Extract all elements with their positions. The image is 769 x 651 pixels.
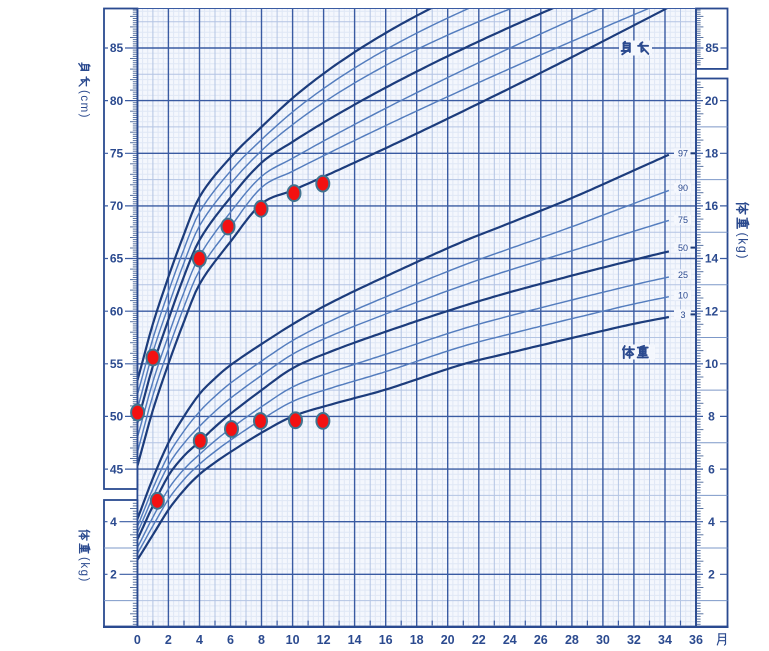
svg-text:2: 2 (110, 568, 117, 582)
svg-text:16: 16 (379, 633, 393, 647)
svg-text:60: 60 (110, 304, 124, 318)
svg-text:20: 20 (705, 94, 719, 108)
svg-text:24: 24 (503, 633, 517, 647)
svg-text:(kg): (kg) (78, 557, 90, 583)
svg-text:75: 75 (110, 147, 124, 161)
svg-text:32: 32 (627, 633, 641, 647)
svg-text:3: 3 (680, 310, 685, 320)
svg-text:25: 25 (678, 270, 688, 280)
svg-text:85: 85 (705, 41, 719, 55)
svg-text:55: 55 (110, 357, 124, 371)
svg-text:14: 14 (348, 633, 362, 647)
svg-text:26: 26 (534, 633, 548, 647)
svg-text:18: 18 (410, 633, 424, 647)
svg-text:50: 50 (678, 243, 688, 253)
svg-text:12: 12 (705, 304, 719, 318)
svg-text:18: 18 (705, 147, 719, 161)
svg-text:30: 30 (596, 633, 610, 647)
svg-text:80: 80 (110, 94, 124, 108)
svg-text:6: 6 (227, 633, 234, 647)
svg-text:4: 4 (196, 633, 203, 647)
svg-text:6: 6 (708, 462, 715, 476)
svg-text:4: 4 (110, 515, 117, 529)
svg-text:12: 12 (317, 633, 331, 647)
svg-text:2: 2 (708, 568, 715, 582)
svg-text:16: 16 (705, 199, 719, 213)
svg-text:10: 10 (678, 291, 688, 301)
svg-text:10: 10 (705, 357, 719, 371)
svg-text:50: 50 (110, 410, 124, 424)
svg-text:90: 90 (678, 183, 688, 193)
svg-text:10: 10 (286, 633, 300, 647)
svg-text:65: 65 (110, 252, 124, 266)
svg-text:36: 36 (689, 633, 703, 647)
svg-text:14: 14 (705, 252, 719, 266)
svg-text:8: 8 (708, 410, 715, 424)
svg-text:(kg): (kg) (736, 233, 750, 261)
svg-text:70: 70 (110, 199, 124, 213)
svg-text:85: 85 (110, 41, 124, 55)
svg-text:28: 28 (565, 633, 579, 647)
svg-text:45: 45 (110, 462, 124, 476)
svg-text:(cm): (cm) (78, 90, 90, 119)
svg-text:4: 4 (708, 515, 715, 529)
svg-text:20: 20 (441, 633, 455, 647)
svg-text:2: 2 (165, 633, 172, 647)
svg-text:8: 8 (258, 633, 265, 647)
svg-text:34: 34 (658, 633, 672, 647)
svg-text:22: 22 (472, 633, 486, 647)
svg-text:75: 75 (678, 215, 688, 225)
svg-text:97: 97 (678, 149, 688, 159)
svg-text:0: 0 (134, 633, 141, 647)
